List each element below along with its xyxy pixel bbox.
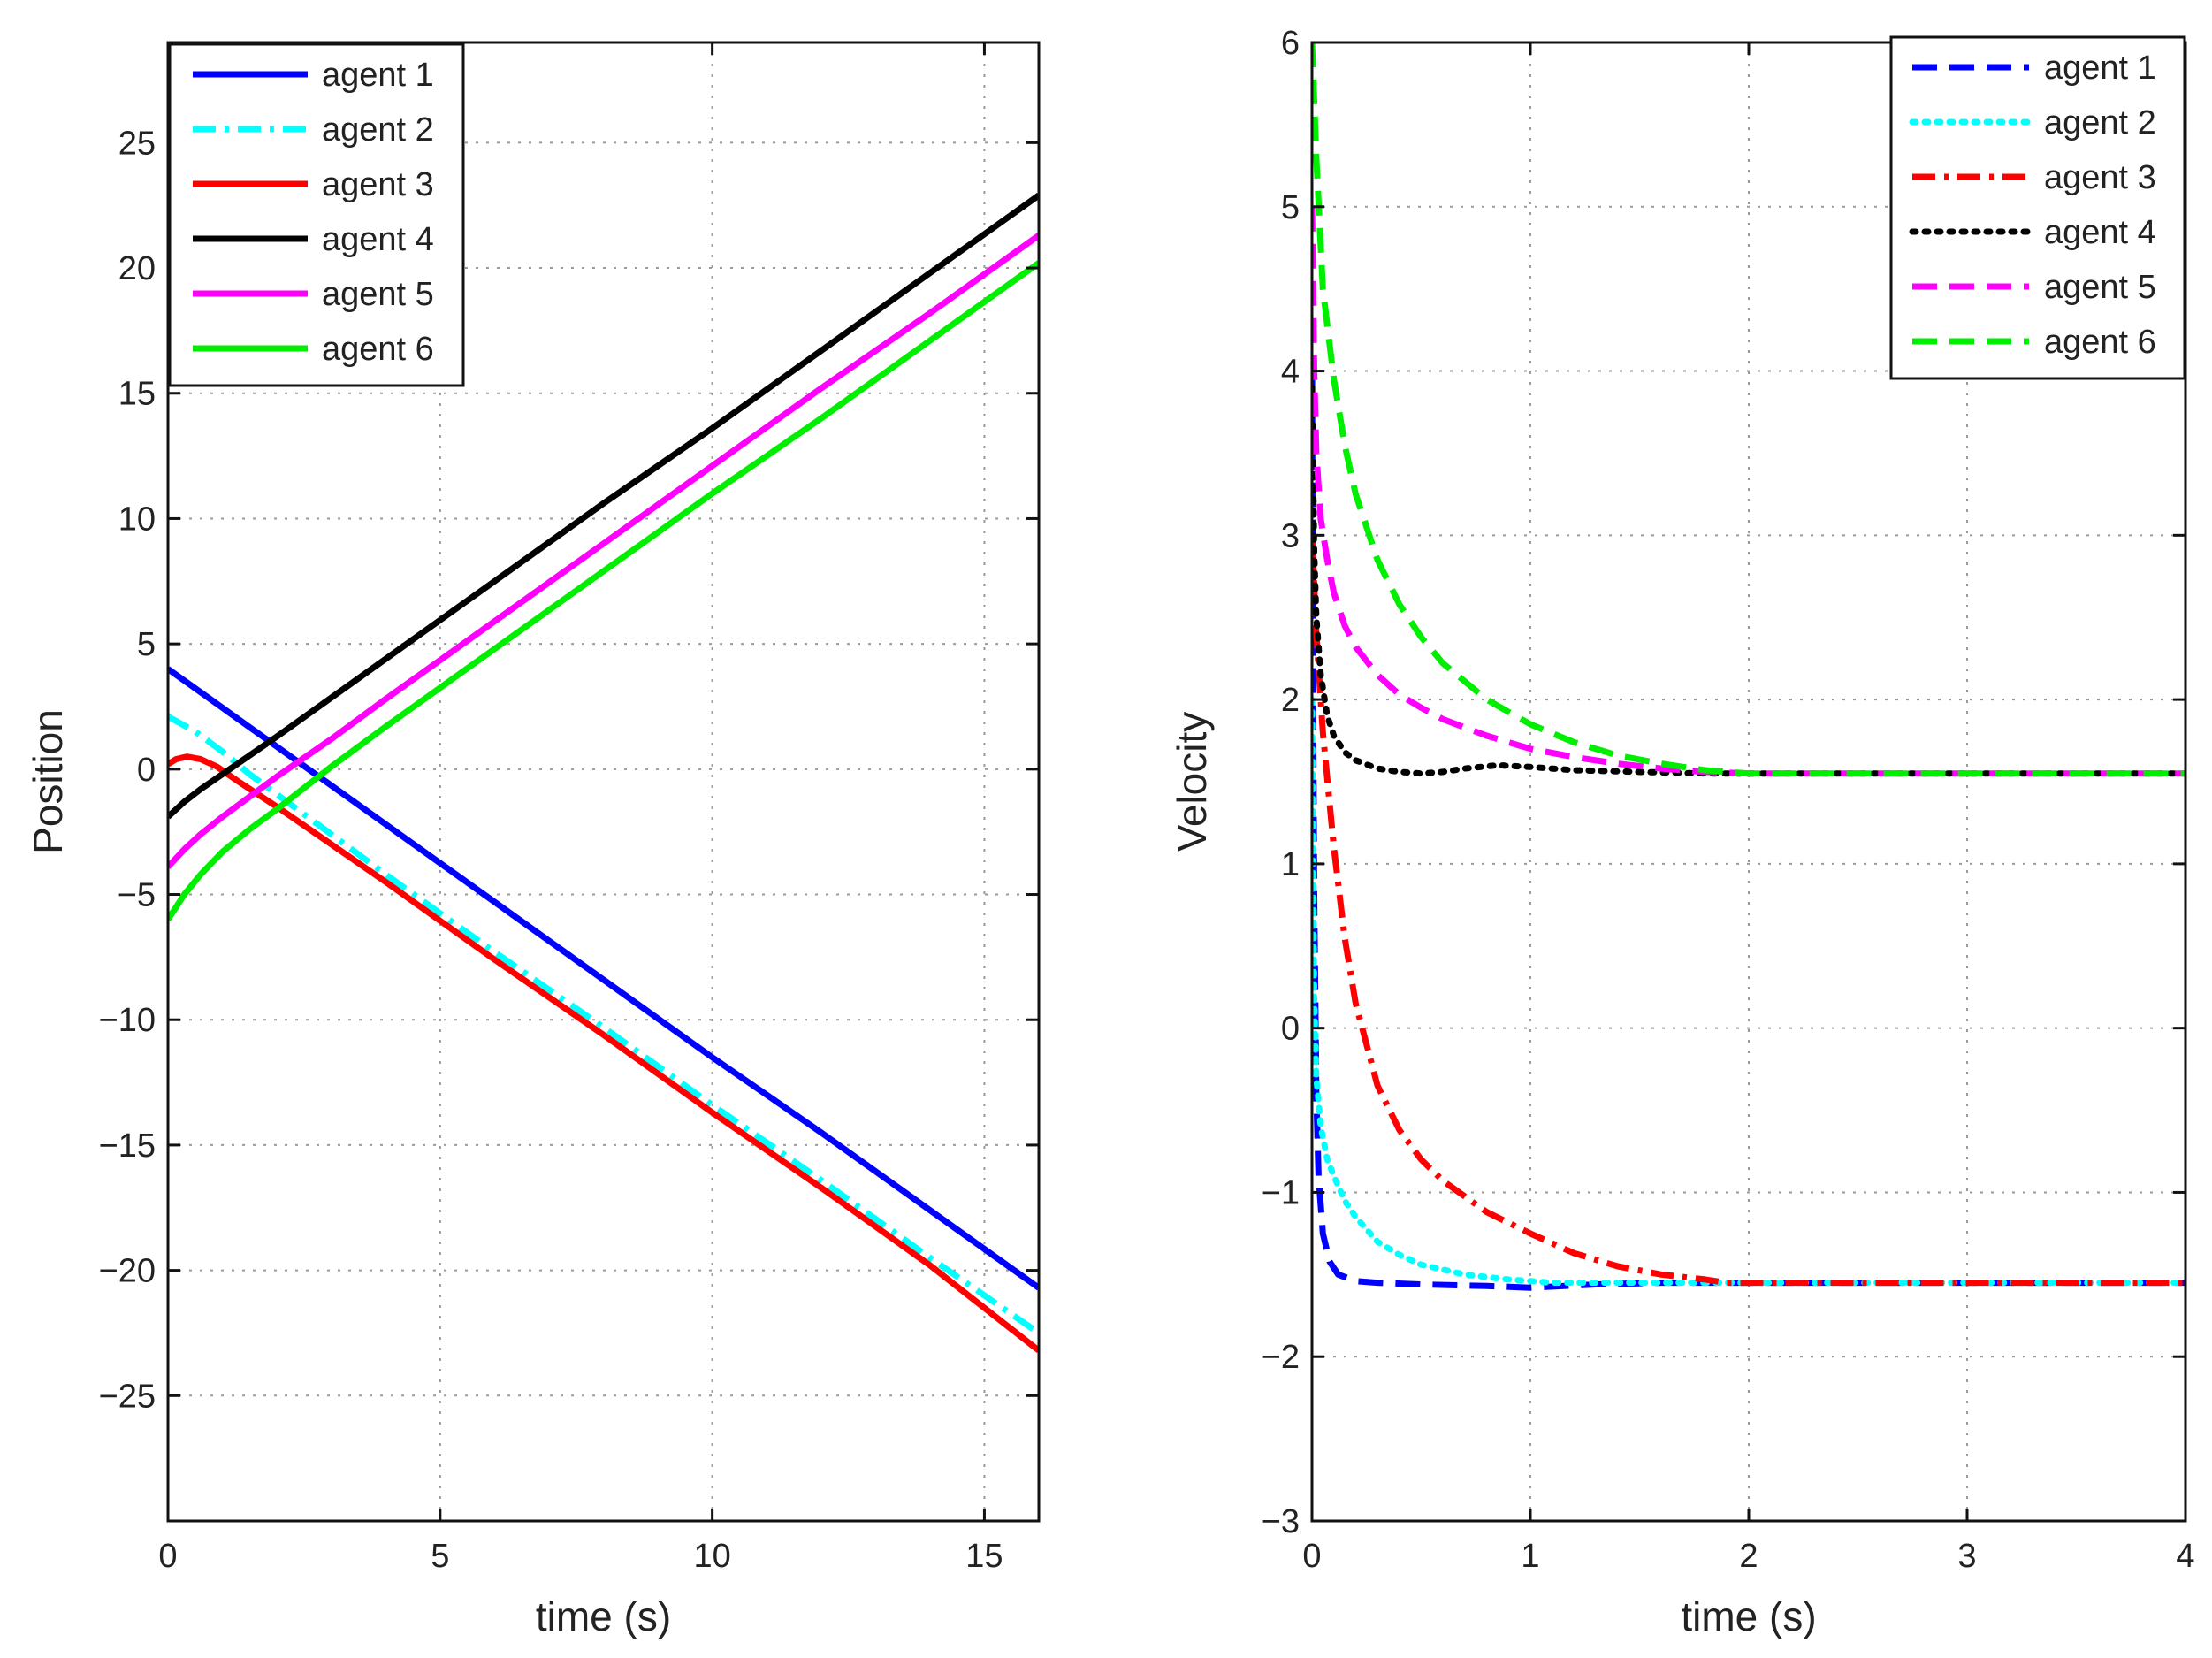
legend-label-agent-4: agent 4 [2044,214,2156,251]
x-tick-label: 3 [1957,1538,1976,1575]
y-tick-label: 0 [137,752,156,789]
series-line-agent-5 [1312,206,2185,777]
legend-label-agent-1: agent 1 [322,57,434,94]
legend-box [1889,35,2186,380]
legend-label-agent-1: agent 1 [2044,50,2156,87]
legend-label-agent-5: agent 5 [2044,269,2156,306]
x-tick-label: 15 [965,1538,1003,1575]
x-tick-label: 0 [158,1538,177,1575]
legend-label-agent-6: agent 6 [322,331,434,368]
x-tick-label: 4 [2176,1538,2194,1575]
y-tick-label: −1 [1262,1174,1300,1211]
legend-label-agent-2: agent 2 [2044,104,2156,141]
legend-label-agent-6: agent 6 [2044,324,2156,361]
series-line-agent-6 [168,260,1039,921]
y-tick-label: 4 [1281,354,1300,391]
x-tick-label: 1 [1521,1538,1539,1575]
y-tick-label: 3 [1281,517,1300,554]
legend-label-agent-5: agent 5 [322,276,434,313]
series-line-agent-3 [1312,535,2185,1287]
y-tick-label: 6 [1281,25,1300,62]
y-tick-label: −10 [99,1002,156,1039]
x-tick-label: 2 [1739,1538,1758,1575]
series-line-agent-6 [1312,42,2185,777]
legend-label-agent-2: agent 2 [322,111,434,149]
y-tick-label: 10 [118,500,156,538]
legend-label-agent-3: agent 3 [2044,159,2156,196]
legend: agent 1 agent 2 agent 3 agent 4 agent 5 agent… [168,42,465,387]
y-tick-label: −2 [1262,1339,1300,1376]
series-line-agent-2 [1312,696,2185,1287]
legend: agent 1 agent 2 agent 3 agent 4 agent 5 agent… [1889,35,2186,380]
series-line-agent-4 [168,193,1039,820]
y-tick-label: −3 [1262,1503,1300,1540]
legend-label-agent-3: agent 3 [322,166,434,203]
x-tick-label: 5 [431,1538,449,1575]
y-axis-label: Position [25,709,71,854]
x-axis-label: time (s) [536,1593,671,1639]
series-line-agent-5 [168,233,1039,869]
y-tick-label: 2 [1281,682,1300,719]
y-tick-label: 25 [118,125,156,162]
legend-label-agent-4: agent 4 [322,221,434,258]
x-tick-label: 10 [693,1538,730,1575]
y-tick-label: 0 [1281,1011,1300,1048]
series-line-agent-3 [168,753,1039,1354]
velocity-plot: 0 1 2 3 4 −3 −2 −1 0 1 2 3 4 5 6 time (s) Velocity agent … [1169,25,2195,1639]
y-axis-label: Velocity [1169,712,1215,852]
position-plot: 0 5 10 15 −25 −20 −15 −10 −5 0 5 10 15 20 25 time (s) Po… [25,41,1041,1639]
y-tick-label: 1 [1281,846,1300,883]
x-axis-label: time (s) [1681,1593,1816,1639]
y-tick-label: −20 [99,1253,156,1290]
y-tick-label: −15 [99,1127,156,1165]
y-tick-label: −5 [118,877,156,914]
series-line-agent-4 [1312,384,2185,777]
y-tick-label: 20 [118,250,156,287]
y-tick-label: 15 [118,376,156,413]
axes-frame [166,41,1041,1523]
x-tick-label: 0 [1302,1538,1321,1575]
y-tick-label: 5 [137,626,156,663]
series-line-agent-1 [168,666,1039,1291]
y-tick-label: 5 [1281,189,1300,226]
y-tick-label: −25 [99,1378,156,1415]
series-line-agent-2 [168,714,1039,1336]
legend-box [168,42,465,387]
